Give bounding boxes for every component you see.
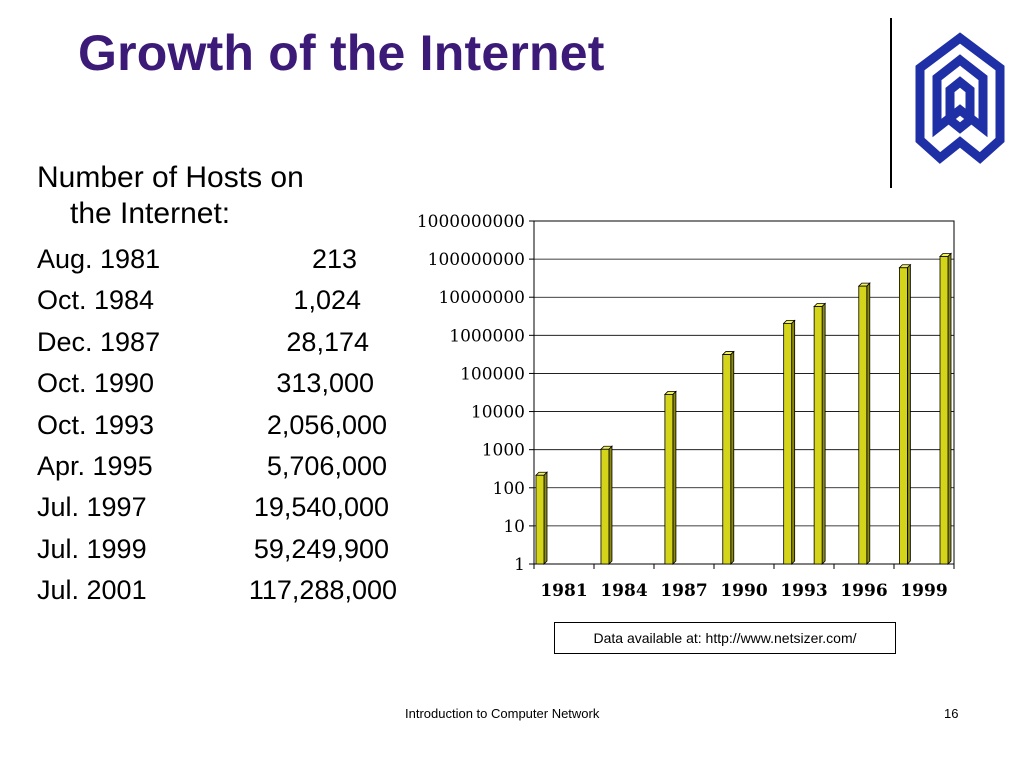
- x-tick-label: 1987: [660, 581, 707, 601]
- x-tick-label: 1996: [840, 581, 887, 601]
- bar: [600, 448, 610, 565]
- bar-side: [866, 282, 871, 565]
- table-row: Oct. 1984 1,024: [37, 285, 377, 326]
- bar: [898, 267, 908, 565]
- row-date: Aug. 1981: [37, 244, 161, 274]
- table-row: Jul. 2001 117,288,000: [37, 575, 397, 616]
- row-value: 19,540,000: [253, 492, 389, 523]
- bar: [664, 394, 674, 565]
- bar: [722, 354, 732, 565]
- subheading: Number of Hosts on the Internet:: [37, 160, 397, 232]
- row-date: Dec. 1987: [37, 326, 161, 357]
- y-tick-label: 100000: [460, 364, 525, 384]
- bar-side: [672, 390, 677, 565]
- slide-title: Growth of the Internet: [78, 25, 605, 81]
- table-row: Apr. 1995 5,706,000: [37, 450, 387, 492]
- bar-side: [543, 471, 548, 565]
- y-tick-label: 10: [503, 517, 525, 537]
- footer-text: Introduction to Computer Network: [405, 706, 600, 721]
- bar: [535, 474, 545, 565]
- bar-side: [821, 302, 826, 565]
- bar-side: [906, 263, 911, 565]
- row-value: 117,288,000: [248, 575, 397, 606]
- hosts-bar-chart: 1 10 100 1000 10000 100000 1000000 10000000 1000…: [417, 212, 955, 601]
- row-date: Apr. 1995: [37, 450, 153, 481]
- row-value: 5,706,000: [266, 450, 387, 481]
- row-value: 2,056,000: [266, 409, 387, 440]
- row-date: Jul. 1999: [37, 533, 147, 564]
- bar: [939, 256, 949, 565]
- y-tick-label: 1: [514, 555, 525, 575]
- x-tick-label: 1993: [780, 581, 827, 601]
- y-tick-label: 10000000: [438, 288, 525, 308]
- y-tick-label: 100: [493, 479, 525, 499]
- bar-side: [791, 319, 796, 565]
- bar: [783, 323, 793, 565]
- y-tick-label: 10000: [471, 403, 525, 423]
- table-row: Oct. 1990 313,000: [37, 368, 377, 409]
- row-date: Oct. 1990: [37, 368, 155, 399]
- y-tick-label: 1000: [482, 441, 525, 461]
- row-date: Oct. 1984: [37, 285, 155, 316]
- bar-side: [730, 350, 735, 565]
- subheading-line-1: Number of Hosts on: [37, 161, 304, 194]
- row-value: 59,249,900: [253, 533, 389, 564]
- x-tick-label: 1981: [540, 581, 587, 601]
- university-logo-icon: [915, 32, 1005, 164]
- x-tick-label: 1990: [720, 581, 767, 601]
- bar: [858, 285, 868, 565]
- row-value: 213: [311, 244, 357, 274]
- row-date: Jul. 1997: [37, 492, 147, 523]
- table-row: Jul. 1999 59,249,900: [37, 533, 389, 575]
- table-row: Oct. 1993 2,056,000: [37, 409, 387, 451]
- x-tick-label: 1984: [600, 581, 647, 601]
- row-value: 1,024: [293, 285, 361, 316]
- title-divider: [890, 18, 892, 188]
- bar-side: [947, 252, 952, 565]
- x-tick-label: 1999: [900, 581, 947, 601]
- bar: [813, 306, 823, 565]
- plot-area: [533, 220, 955, 565]
- row-value: 28,174: [286, 326, 369, 357]
- table-row: Aug. 1981 213: [37, 244, 377, 285]
- table-row: Jul. 1997 19,540,000: [37, 492, 389, 533]
- source-note: Data available at: http://www.netsizer.c…: [554, 622, 896, 654]
- hosts-table: Aug. 1981 213 Oct. 1984 1,024 Dec. 1987 28,…: [37, 244, 397, 617]
- page-number: 16: [944, 706, 959, 721]
- y-tick-label: 1000000000: [417, 212, 525, 232]
- row-date: Oct. 1993: [37, 409, 155, 440]
- row-date: Jul. 2001: [37, 575, 147, 606]
- bar-side: [608, 445, 613, 565]
- y-tick-label: 1000000: [449, 326, 525, 346]
- table-row: Dec. 1987 28,174: [37, 327, 377, 368]
- subheading-line-2: the Internet:: [70, 197, 231, 230]
- row-value: 313,000: [276, 368, 374, 399]
- y-tick-label: 100000000: [428, 250, 525, 270]
